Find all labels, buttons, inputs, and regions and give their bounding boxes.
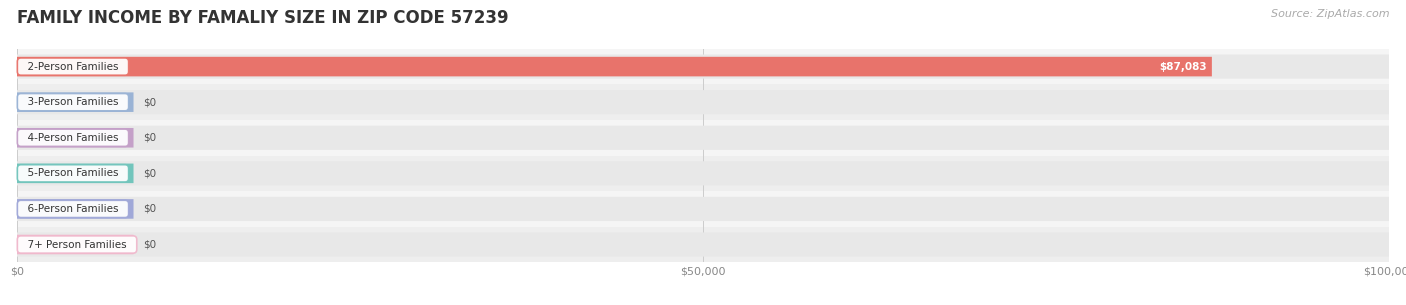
FancyBboxPatch shape	[17, 128, 134, 148]
Text: 7+ Person Families: 7+ Person Families	[21, 239, 134, 249]
Text: $0: $0	[143, 239, 156, 249]
Text: 5-Person Families: 5-Person Families	[21, 168, 125, 178]
FancyBboxPatch shape	[17, 197, 1389, 221]
Text: 3-Person Families: 3-Person Families	[21, 97, 125, 107]
FancyBboxPatch shape	[17, 55, 1389, 79]
FancyBboxPatch shape	[17, 163, 134, 183]
Text: 6-Person Families: 6-Person Families	[21, 204, 125, 214]
FancyBboxPatch shape	[17, 161, 1389, 185]
Text: $0: $0	[143, 133, 156, 143]
Bar	[17, 191, 1389, 227]
Bar	[17, 227, 1389, 262]
FancyBboxPatch shape	[17, 90, 1389, 114]
FancyBboxPatch shape	[17, 232, 1389, 257]
Bar	[17, 156, 1389, 191]
Bar	[17, 49, 1389, 84]
FancyBboxPatch shape	[17, 126, 1389, 150]
Bar	[17, 84, 1389, 120]
FancyBboxPatch shape	[17, 235, 134, 254]
Text: $0: $0	[143, 97, 156, 107]
Text: $0: $0	[143, 168, 156, 178]
Text: FAMILY INCOME BY FAMALIY SIZE IN ZIP CODE 57239: FAMILY INCOME BY FAMALIY SIZE IN ZIP COD…	[17, 9, 509, 27]
Text: 2-Person Families: 2-Person Families	[21, 62, 125, 72]
Bar	[17, 120, 1389, 156]
FancyBboxPatch shape	[17, 92, 134, 112]
Text: 4-Person Families: 4-Person Families	[21, 133, 125, 143]
Text: $87,083: $87,083	[1159, 62, 1206, 72]
Text: Source: ZipAtlas.com: Source: ZipAtlas.com	[1271, 9, 1389, 19]
FancyBboxPatch shape	[17, 199, 134, 219]
FancyBboxPatch shape	[17, 57, 1212, 76]
Text: $0: $0	[143, 204, 156, 214]
